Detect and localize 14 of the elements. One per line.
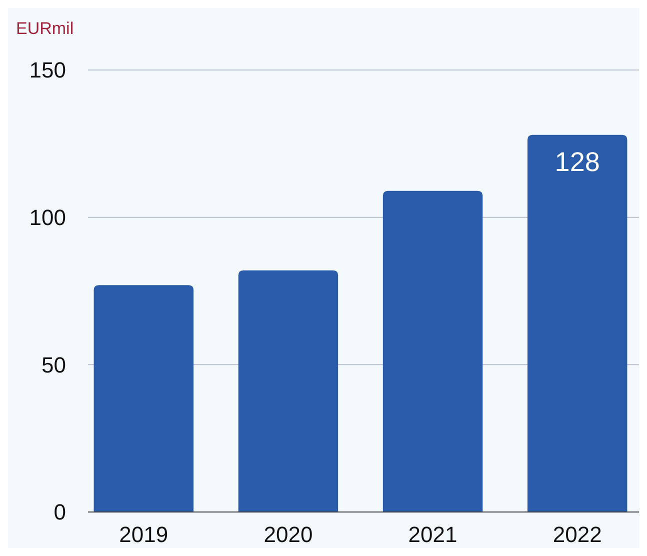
x-tick-label: 2022 xyxy=(552,522,602,547)
x-tick-label: 2019 xyxy=(119,522,168,547)
y-tick-label: 150 xyxy=(29,58,66,83)
y-axis-title: EURmil xyxy=(16,19,74,38)
bar xyxy=(382,190,483,512)
x-tick-label: 2021 xyxy=(408,522,458,547)
bar xyxy=(527,134,628,512)
bar xyxy=(94,285,194,512)
data-label: 128 xyxy=(554,146,600,177)
y-tick-label: 0 xyxy=(54,500,66,525)
y-tick-label: 100 xyxy=(29,205,66,230)
x-tick-label: 2020 xyxy=(264,522,313,547)
bar xyxy=(238,270,338,512)
y-tick-label: 50 xyxy=(42,352,66,378)
